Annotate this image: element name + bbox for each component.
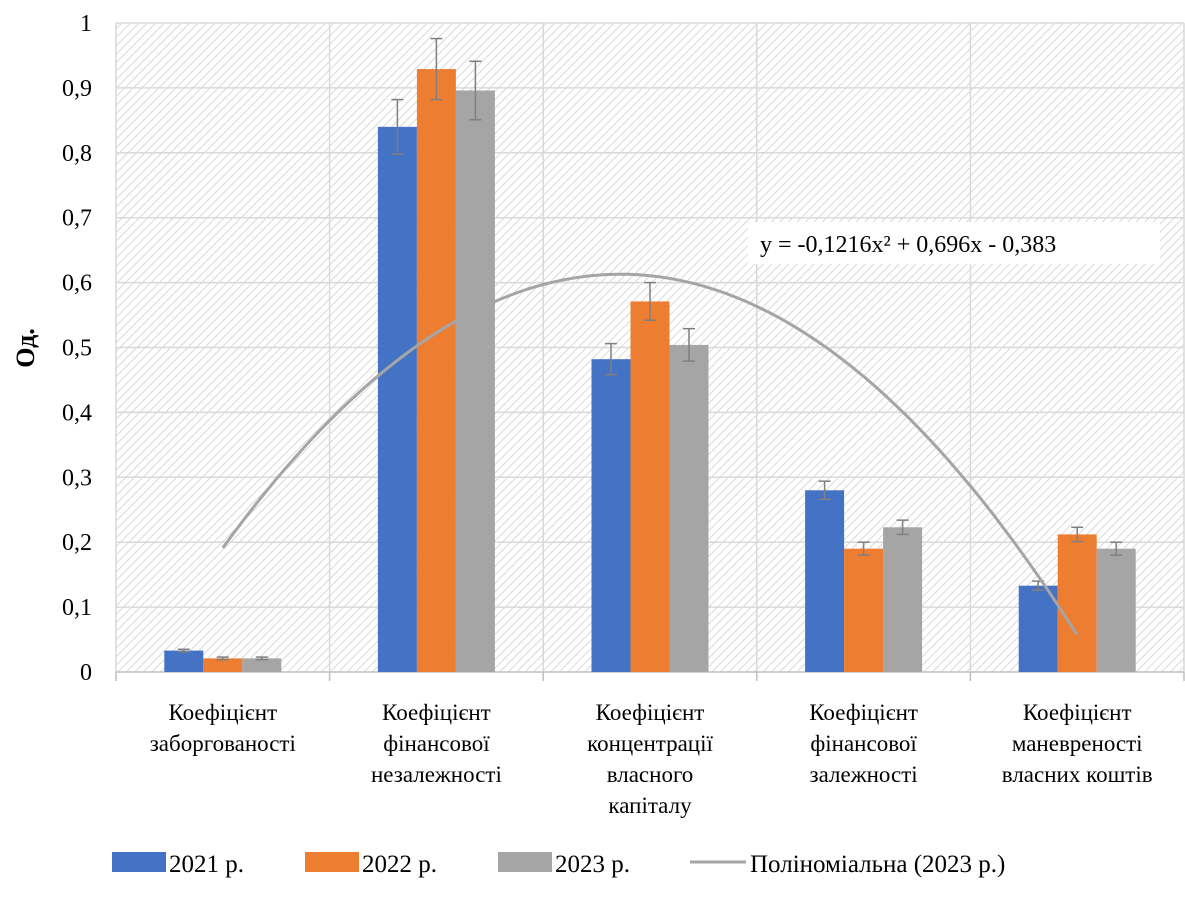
bar (669, 344, 709, 672)
legend-swatch (498, 852, 552, 872)
y-tick-label: 0,5 (62, 336, 92, 362)
bar (242, 658, 282, 672)
bar (203, 658, 243, 672)
trendline (221, 272, 1079, 636)
bar (164, 650, 204, 672)
x-category-label-line: Коефіцієнт (382, 700, 491, 725)
x-category-label: Коефіцієнт концентрації власного капіталу (587, 700, 713, 818)
x-category-label-line: капіталу (608, 793, 692, 818)
y-tick-label: 0 (80, 660, 92, 686)
x-category-label-line: Коефіцієнт (809, 700, 918, 725)
equation-box (748, 222, 1160, 264)
x-category-label-line: фінансової (383, 731, 490, 756)
bar (591, 359, 631, 672)
x-category-label-line: власних коштів (1002, 762, 1153, 787)
bar (1096, 548, 1136, 672)
x-category-label: Коефіцієнт маневреності власних коштів (1002, 700, 1153, 787)
x-category-label-line: концентрації (587, 731, 713, 756)
trendline-layer (221, 272, 1079, 636)
legend-swatch (305, 852, 359, 872)
labels: 0 0,1 0,2 0,3 0,4 0,5 0,6 0,7 0,8 0,9 1 y = -0,1216… (11, 11, 1160, 818)
x-category-label: Коефіцієнт фінансової незалежності (371, 700, 502, 787)
x-category-label-line: фінансової (810, 731, 917, 756)
bar (416, 69, 456, 673)
trendline-equation: y = -0,1216x² + 0,696x - 0,383 (760, 232, 1056, 258)
bars (164, 69, 1136, 673)
legend-label: 2021 р. (169, 851, 244, 878)
legend-label: 2023 р. (555, 851, 630, 878)
x-category-label-line: Коефіцієнт (1023, 700, 1132, 725)
bar (883, 527, 923, 672)
legend-swatch (112, 852, 166, 872)
x-category-label-line: маневреності (1012, 731, 1143, 756)
y-tick-label: 0,8 (62, 141, 92, 167)
legend-label: Поліноміальна (2023 р.) (750, 851, 1005, 878)
y-tick-label: 0,1 (62, 595, 92, 621)
bar (1018, 585, 1058, 672)
error-bars (177, 37, 1123, 661)
y-tick-label: 0,3 (62, 465, 92, 491)
y-tick-label: 1 (80, 11, 92, 37)
bar (630, 301, 670, 672)
y-tick-label: 0,7 (62, 206, 92, 232)
x-category-label-line: незалежності (371, 762, 502, 787)
bar (455, 90, 495, 673)
x-category-label-line: Коефіцієнт (596, 700, 705, 725)
legend-label: 2022 р. (362, 851, 437, 878)
x-category-label: Коефіцієнт фінансової залежності (809, 700, 918, 787)
bar (377, 126, 417, 673)
y-tick-label: 0,6 (62, 271, 92, 297)
bar (844, 548, 884, 672)
x-category-label: Коефіцієнт заборгованості (150, 700, 296, 756)
y-axis-title: Од. (11, 328, 40, 368)
bar (1057, 534, 1097, 672)
bar (805, 490, 845, 672)
x-category-label-line: заборгованості (150, 731, 296, 756)
x-category-label-line: власного (607, 762, 694, 787)
axes (115, 671, 1185, 681)
legend: 2021 р. 2022 р. 2023 р. Поліноміальна (2023… (112, 851, 1005, 878)
y-tick-label: 0,4 (62, 400, 92, 426)
y-tick-label: 0,2 (62, 530, 92, 556)
y-tick-label: 0,9 (62, 76, 92, 102)
x-category-label-line: залежності (810, 762, 918, 787)
x-category-label-line: Коефіцієнт (168, 700, 277, 725)
